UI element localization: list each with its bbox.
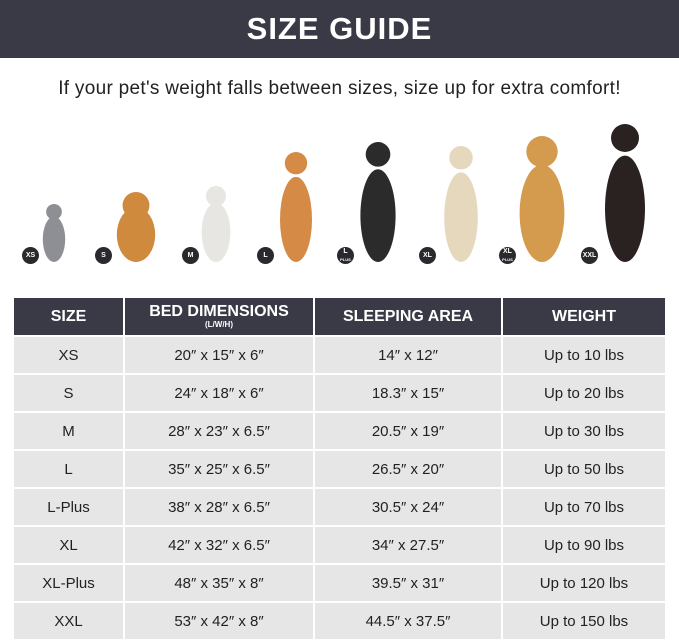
labrador-image bbox=[444, 146, 478, 262]
size-badge-sub: PLUS bbox=[502, 257, 513, 262]
size-badge-label: XL bbox=[503, 248, 512, 255]
size-badge: L bbox=[257, 247, 274, 264]
title-banner: SIZE GUIDE bbox=[0, 0, 679, 58]
cell-bed-dimensions: 24″ x 18″ x 6″ bbox=[123, 373, 315, 413]
table-header-row: SIZE BED DIMENSIONS (L/W/H) SLEEPING AREA… bbox=[14, 298, 665, 337]
cell-size: XL-Plus bbox=[14, 563, 125, 603]
size-badge-label: XL bbox=[423, 252, 432, 259]
cell-size: M bbox=[14, 411, 125, 451]
cell-size: XS bbox=[14, 335, 125, 375]
size-badge: L PLUS bbox=[337, 247, 354, 264]
table-row: L 35″ x 25″ x 6.5″ 26.5″ x 20″ Up to 50 lbs bbox=[14, 449, 665, 489]
cell-sleeping-area: 14″ x 12″ bbox=[313, 335, 503, 375]
shiba-inu-image bbox=[280, 152, 312, 262]
cell-bed-dimensions: 48″ x 35″ x 8″ bbox=[123, 563, 315, 603]
cell-sleeping-area: 20.5″ x 19″ bbox=[313, 411, 503, 451]
size-badge-label: M bbox=[187, 252, 194, 259]
table-row: L-Plus 38″ x 28″ x 6.5″ 30.5″ x 24″ Up to 7… bbox=[14, 487, 665, 527]
cell-weight: Up to 150 lbs bbox=[501, 601, 665, 641]
cell-bed-dimensions: 53″ x 42″ x 8″ bbox=[123, 601, 315, 641]
cell-sleeping-area: 44.5″ x 37.5″ bbox=[313, 601, 503, 641]
size-badge-label: L bbox=[343, 248, 348, 255]
cell-weight: Up to 120 lbs bbox=[501, 563, 665, 603]
cell-weight: Up to 10 lbs bbox=[501, 335, 665, 375]
size-badge-sub: PLUS bbox=[340, 257, 351, 262]
golden-retriever-image bbox=[519, 136, 565, 262]
cell-weight: Up to 50 lbs bbox=[501, 449, 665, 489]
header-sleeping-area: SLEEPING AREA bbox=[313, 298, 503, 337]
cell-weight: Up to 30 lbs bbox=[501, 411, 665, 451]
cell-size: XXL bbox=[14, 601, 125, 641]
cell-bed-dimensions: 42″ x 32″ x 6.5″ bbox=[123, 525, 315, 565]
size-badge-label: S bbox=[101, 252, 106, 259]
cell-size: XL bbox=[14, 525, 125, 565]
size-badge: XS bbox=[22, 247, 39, 264]
header-size: SIZE bbox=[14, 298, 125, 337]
cell-size: L bbox=[14, 449, 125, 489]
header-bed-dimensions: BED DIMENSIONS (L/W/H) bbox=[123, 298, 315, 337]
size-badge: S bbox=[95, 247, 112, 264]
cell-sleeping-area: 39.5″ x 31″ bbox=[313, 563, 503, 603]
cell-bed-dimensions: 20″ x 15″ x 6″ bbox=[123, 335, 315, 375]
header-weight: WEIGHT bbox=[501, 298, 665, 337]
table-row: S 24″ x 18″ x 6″ 18.3″ x 15″ Up to 20 lbs bbox=[14, 373, 665, 413]
table-row: XXL 53″ x 42″ x 8″ 44.5″ x 37.5″ Up to 150 … bbox=[14, 601, 665, 641]
size-table: SIZE BED DIMENSIONS (L/W/H) SLEEPING AREA… bbox=[14, 298, 665, 641]
cell-bed-dimensions: 28″ x 23″ x 6.5″ bbox=[123, 411, 315, 451]
pomeranian-image bbox=[116, 192, 156, 262]
subtitle: If your pet's weight falls between sizes… bbox=[58, 78, 621, 99]
size-badge-label: XXL bbox=[582, 252, 597, 259]
doberman-image bbox=[605, 124, 645, 262]
size-badge: XL PLUS bbox=[499, 247, 516, 264]
cell-size: L-Plus bbox=[14, 487, 125, 527]
table-row: XL-Plus 48″ x 35″ x 8″ 39.5″ x 31″ Up to 12… bbox=[14, 563, 665, 603]
cell-sleeping-area: 26.5″ x 20″ bbox=[313, 449, 503, 489]
header-bed-dimensions-label: BED DIMENSIONS bbox=[149, 303, 289, 320]
table-row: M 28″ x 23″ x 6.5″ 20.5″ x 19″ Up to 30 lbs bbox=[14, 411, 665, 451]
cell-sleeping-area: 34″ x 27.5″ bbox=[313, 525, 503, 565]
size-badge: XXL bbox=[581, 247, 598, 264]
cell-weight: Up to 20 lbs bbox=[501, 373, 665, 413]
cell-weight: Up to 70 lbs bbox=[501, 487, 665, 527]
french-bulldog-image bbox=[201, 186, 231, 262]
cat-image bbox=[42, 204, 66, 262]
header-note: (L/W/H) bbox=[205, 320, 233, 329]
table-row: XS 20″ x 15″ x 6″ 14″ x 12″ Up to 10 lbs bbox=[14, 335, 665, 375]
cell-sleeping-area: 30.5″ x 24″ bbox=[313, 487, 503, 527]
size-badge: XL bbox=[419, 247, 436, 264]
cell-sleeping-area: 18.3″ x 15″ bbox=[313, 373, 503, 413]
cell-size: S bbox=[14, 373, 125, 413]
cell-weight: Up to 90 lbs bbox=[501, 525, 665, 565]
cell-bed-dimensions: 35″ x 25″ x 6.5″ bbox=[123, 449, 315, 489]
size-badge: M bbox=[182, 247, 199, 264]
cell-bed-dimensions: 38″ x 28″ x 6.5″ bbox=[123, 487, 315, 527]
table-row: XL 42″ x 32″ x 6.5″ 34″ x 27.5″ Up to 90 lb… bbox=[14, 525, 665, 565]
pet-lineup: XS S M L L PLUS XL XL PLUS XXL bbox=[0, 124, 679, 270]
border-collie-image bbox=[360, 142, 396, 262]
size-badge-label: XS bbox=[25, 252, 36, 259]
size-badge-label: L bbox=[263, 252, 268, 259]
